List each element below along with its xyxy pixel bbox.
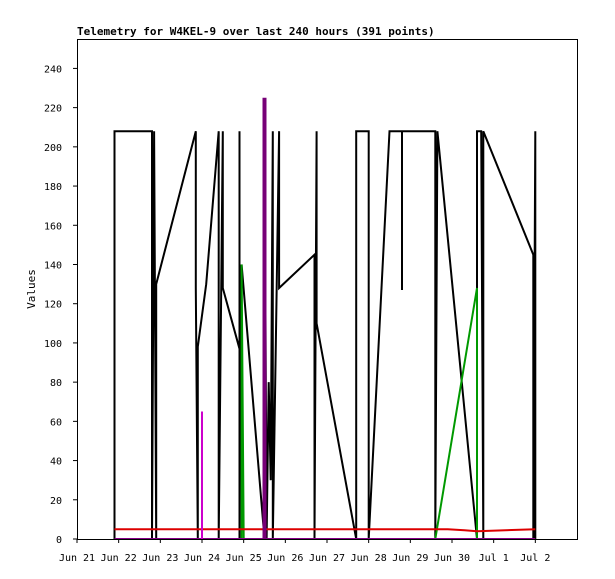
y-axis: 0 20 40 60 80 100 120 140 160 180 200 220 240 — [44, 64, 77, 546]
x-tick-label: Jun 23 — [142, 553, 178, 564]
y-axis-label: Values — [25, 269, 38, 309]
y-tick-label: 240 — [44, 64, 62, 75]
y-tick-label: 80 — [50, 378, 62, 389]
chart-title: Telemetry for W4KEL-9 over last 240 hour… — [77, 25, 435, 38]
x-tick-label: Jun 29 — [392, 553, 428, 564]
x-tick-label: Jun 28 — [351, 553, 387, 564]
y-tick-label: 100 — [44, 339, 62, 350]
x-tick-label: Jun 24 — [184, 553, 220, 564]
x-tick-label: Jul 1 — [479, 553, 509, 564]
y-tick-label: 0 — [56, 535, 62, 546]
x-tick-label: Jun 26 — [267, 553, 303, 564]
x-tick-label: Jul 2 — [520, 553, 550, 564]
y-tick-label: 20 — [50, 496, 62, 507]
y-tick-label: 180 — [44, 182, 62, 193]
x-tick-label: Jun 22 — [101, 553, 137, 564]
y-tick-label: 220 — [44, 104, 62, 115]
y-tick-label: 60 — [50, 417, 62, 428]
y-tick-label: 160 — [44, 221, 62, 232]
y-tick-label: 140 — [44, 260, 62, 271]
x-tick-label: Jun 21 — [59, 553, 95, 564]
x-axis: Jun 21 Jun 22 Jun 23 Jun 24 Jun 25 Jun 26 Jun … — [59, 539, 550, 564]
y-tick-label: 120 — [44, 300, 62, 311]
x-tick-label: Jun 30 — [434, 553, 470, 564]
x-tick-label: Jun 27 — [309, 553, 345, 564]
series-line-3 — [114, 528, 536, 533]
plot-frame — [77, 39, 578, 540]
y-tick-label: 200 — [44, 143, 62, 154]
y-tick-label: 40 — [50, 457, 62, 468]
x-tick-label: Jun 25 — [226, 553, 262, 564]
